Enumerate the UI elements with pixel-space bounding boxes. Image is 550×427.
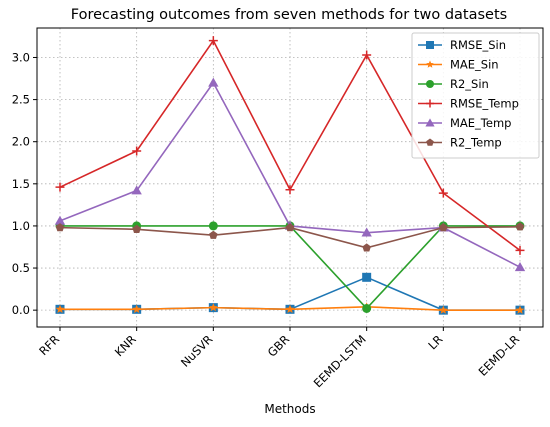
- x-tick-label: EEMD-LSTM: [311, 332, 369, 390]
- data-point: [208, 36, 218, 46]
- data-point: [132, 304, 141, 313]
- data-point: [515, 245, 525, 255]
- series-r2-sin: [55, 221, 525, 313]
- y-tick-label: 1.0: [12, 219, 30, 233]
- data-point: [426, 80, 434, 88]
- data-point: [131, 185, 142, 195]
- y-tick-label: 2.0: [12, 135, 30, 149]
- data-point: [514, 262, 526, 272]
- legend-entry: RMSE_Temp: [418, 97, 519, 111]
- x-tick-label: EEMD-LR: [476, 332, 523, 379]
- data-point: [515, 305, 525, 314]
- data-point: [54, 215, 66, 225]
- data-point: [208, 221, 218, 231]
- data-point: [209, 230, 218, 239]
- y-tick-label: 0.0: [12, 303, 30, 317]
- data-point: [362, 243, 371, 252]
- x-tick-label: RFR: [36, 332, 62, 358]
- x-tick-label: NuSVR: [178, 332, 216, 370]
- y-tick-label: 2.5: [12, 93, 30, 107]
- legend-label: RMSE_Temp: [450, 97, 519, 111]
- data-point: [55, 304, 65, 313]
- legend-entry: R2_Sin: [418, 77, 489, 91]
- x-axis-label: Methods: [264, 402, 315, 416]
- data-point: [208, 77, 219, 87]
- data-point: [515, 222, 525, 231]
- data-point: [426, 41, 434, 49]
- x-tick-label: LR: [425, 332, 445, 352]
- legend-label: R2_Sin: [450, 77, 489, 91]
- legend-entry: MAE_Sin: [418, 58, 499, 72]
- series-rmse-temp: [55, 36, 525, 255]
- data-point: [439, 305, 448, 314]
- legend-label: MAE_Temp: [450, 116, 511, 130]
- y-tick-label: 0.5: [12, 261, 30, 275]
- data-point: [439, 223, 448, 232]
- data-point: [361, 227, 372, 237]
- data-point: [132, 146, 142, 156]
- data-point: [426, 138, 434, 146]
- x-tick-label: KNR: [112, 332, 139, 359]
- data-point: [362, 303, 372, 313]
- data-point: [132, 224, 141, 233]
- series-r2-temp: [55, 222, 525, 252]
- y-tick-label: 1.5: [12, 177, 30, 191]
- data-point: [285, 223, 295, 232]
- data-point: [209, 303, 218, 312]
- x-tick-label: GBR: [265, 332, 292, 359]
- legend-box: [411, 32, 540, 159]
- data-point: [285, 304, 295, 313]
- legend-label: R2_Temp: [450, 136, 502, 150]
- data-point: [55, 182, 65, 192]
- data-point: [285, 185, 295, 195]
- data-point: [55, 223, 65, 232]
- legend: RMSE_Sin MAE_Sin R2_Sin RMSE_Temp MAE_Temp R2…: [411, 32, 540, 159]
- legend-label: RMSE_Sin: [450, 38, 506, 52]
- data-point: [362, 50, 372, 60]
- data-point: [425, 118, 435, 127]
- legend-entry: MAE_Temp: [418, 116, 511, 130]
- chart-title: Forecasting outcomes from seven methods …: [71, 7, 507, 23]
- data-point: [426, 99, 434, 108]
- legend-entry: RMSE_Sin: [418, 38, 506, 52]
- y-tick-label: 3.0: [12, 50, 30, 64]
- series-layer: [54, 36, 526, 315]
- legend-label: MAE_Sin: [450, 58, 499, 72]
- data-point: [362, 272, 372, 282]
- data-point: [438, 188, 448, 198]
- legend-entry: R2_Temp: [418, 136, 502, 150]
- data-point: [426, 60, 434, 68]
- grid: [37, 28, 543, 327]
